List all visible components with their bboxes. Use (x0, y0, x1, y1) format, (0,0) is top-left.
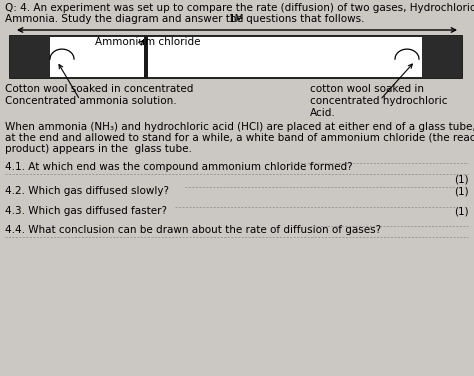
Text: at the end and allowed to stand for a while, a white band of ammonium chloride (: at the end and allowed to stand for a wh… (5, 133, 474, 143)
Text: Concentrated ammonia solution.: Concentrated ammonia solution. (5, 96, 177, 106)
Text: Ammonia. Study the diagram and answer the questions that follows.: Ammonia. Study the diagram and answer th… (5, 14, 365, 24)
Bar (10, 36, 50, 78)
Text: (1): (1) (455, 207, 469, 217)
Text: (1): (1) (455, 187, 469, 197)
Bar (422, 36, 462, 78)
Text: Cotton wool soaked in concentrated: Cotton wool soaked in concentrated (5, 84, 193, 94)
Text: 4.4. What conclusion can be drawn about the rate of diffusion of gases?: 4.4. What conclusion can be drawn about … (5, 225, 381, 235)
Text: 4.1. At which end was the compound ammonium chloride formed?: 4.1. At which end was the compound ammon… (5, 162, 353, 172)
Bar (144, 36, 147, 78)
Text: Ammonium chloride: Ammonium chloride (95, 37, 201, 47)
Text: (1): (1) (455, 174, 469, 184)
Bar (10, 36, 462, 78)
Text: 4.2. Which gas diffused slowly?: 4.2. Which gas diffused slowly? (5, 186, 169, 196)
Text: 4.3. Which gas diffused faster?: 4.3. Which gas diffused faster? (5, 206, 167, 216)
Text: 1M: 1M (229, 14, 245, 24)
Text: product) appears in the  glass tube.: product) appears in the glass tube. (5, 144, 192, 154)
Text: When ammonia (NH₃) and hydrochloric acid (HCl) are placed at either end of a gla: When ammonia (NH₃) and hydrochloric acid… (5, 122, 474, 132)
Text: concentrated hydrochloric: concentrated hydrochloric (310, 96, 447, 106)
Text: cotton wool soaked in: cotton wool soaked in (310, 84, 424, 94)
Text: Acid.: Acid. (310, 108, 336, 118)
Text: Q: 4. An experiment was set up to compare the rate (diffusion) of two gases, Hyd: Q: 4. An experiment was set up to compar… (5, 3, 474, 13)
